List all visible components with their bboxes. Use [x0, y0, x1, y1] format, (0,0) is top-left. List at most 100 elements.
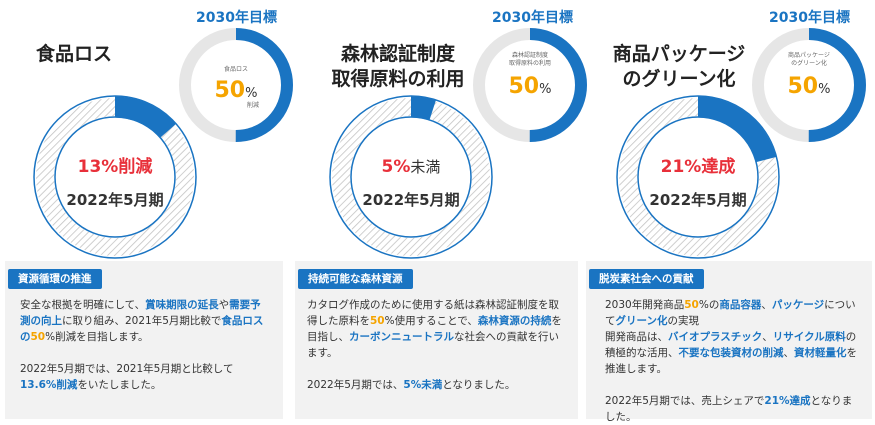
result-ring: 13%削減 2022年5月期: [33, 95, 197, 259]
highlight-text: パッケージ: [771, 299, 825, 311]
highlight-text: 賞味期限の延長: [145, 299, 219, 311]
target-caption: のグリーン化: [791, 59, 827, 67]
highlight-text: 5%未満: [403, 379, 443, 391]
period-label: 2022年5月期: [649, 191, 746, 209]
description-para: 2030年開発商品50%の商品容器、パッケージについてグリーン化の実現 開発商品は…: [605, 297, 857, 377]
section-title-line: のグリーン化: [622, 68, 736, 90]
description-para: カタログ作成のために使用する紙は森林認証制度を取得した原料を50%使用することで…: [307, 297, 565, 361]
body-text: 、: [762, 331, 773, 343]
highlight-text: 21%達成: [764, 395, 811, 407]
section-forest-certification: 森林認証制度 取得原料の利用 2030年目標 森林認証制度 取得原料の利用 50…: [292, 0, 587, 419]
target-value: 50%: [788, 74, 831, 99]
target-arc: [473, 28, 587, 142]
section-title: 食品ロス: [34, 42, 114, 67]
body-text: の実現: [667, 315, 699, 327]
target-number: 50: [215, 78, 246, 103]
result-value: 5%未満: [382, 157, 441, 177]
target-ring: 商品パッケージ のグリーン化 50%: [752, 28, 866, 142]
result-value-main: 13%削減: [78, 156, 153, 177]
highlight-text: バイオプラスチック: [668, 331, 763, 343]
period-label: 2022年5月期: [66, 191, 163, 209]
body-text: を推進します。: [605, 347, 857, 375]
section-green-packaging: 商品パッケージ のグリーン化 2030年目標 商品パッケージ のグリーン化 50…: [583, 0, 875, 423]
target-sub: 削減: [247, 101, 259, 109]
result-value-main: 5%: [382, 157, 411, 177]
result-ring: 5%未満 2022年5月期: [329, 95, 493, 259]
highlight-number: 50: [370, 315, 385, 327]
section-title-line: 取得原料の利用: [331, 68, 465, 90]
goal-label: 2030年目標: [769, 10, 850, 26]
section-title-line: 商品パッケージ: [612, 43, 746, 65]
result-value-suffix: 未満: [410, 158, 440, 176]
body-text: 開発商品は、: [605, 331, 668, 343]
highlight-text: 資材軽量化: [794, 347, 847, 359]
description-para: 2022年5月期では、5%未満となりました。: [307, 377, 565, 393]
section-tag: 資源循環の推進: [8, 269, 102, 289]
body-text: 、: [761, 299, 772, 311]
target-value: 50%: [509, 74, 552, 99]
body-text: の積極的な活用、: [605, 331, 857, 359]
result-value-main: 21%達成: [661, 156, 736, 177]
body-text: をいたしました。: [77, 379, 162, 391]
target-caption: 取得原料の利用: [509, 59, 551, 67]
body-text: な社会への貢献を行います。: [307, 331, 559, 359]
body-text: 2022年5月期では、2021年5月期と比較して: [20, 363, 234, 375]
highlight-number: 50: [684, 299, 699, 311]
highlight-text: グリーン化: [615, 315, 668, 327]
target-unit: %: [245, 86, 257, 101]
highlight-text: 商品容器: [719, 299, 762, 311]
target-unit: %: [539, 82, 551, 97]
body-text: カタログ作成のために使用する紙は森林認証制度を取得した原料を: [307, 299, 559, 327]
section-title-line: 食品ロス: [35, 43, 112, 65]
body-text: 2030年開発商品: [605, 299, 685, 311]
goal-label: 2030年目標: [492, 10, 573, 26]
body-text: について: [605, 299, 856, 327]
result-arc: [34, 96, 196, 258]
target-arc: [752, 28, 866, 142]
highlight-text: 森林資源の持続: [477, 315, 552, 327]
result-value: 13%削減: [78, 156, 153, 177]
result-arc: [330, 96, 492, 258]
description-text: 安全な根拠を明確にして、賞味期限の延長や需要予測の向上に取り組み、2021年5月…: [20, 297, 265, 393]
body-text: %削減を目指します。: [45, 331, 149, 343]
section-food-loss: 食品ロス 2030年目標 食品ロス 50% 削減 13%削減 2022年5月期 …: [0, 0, 293, 419]
section-title-line: 森林認証制度: [340, 43, 455, 65]
target-arc: [179, 28, 293, 142]
section-title: 商品パッケージ のグリーン化: [609, 42, 749, 92]
highlight-text: カーボンニュートラル: [349, 331, 454, 343]
description-text: 2030年開発商品50%の商品容器、パッケージについてグリーン化の実現 開発商品は…: [605, 297, 857, 425]
body-text: や: [218, 299, 230, 311]
highlight-text: 13.6%削減: [20, 379, 78, 391]
description-para: 2022年5月期では、2021年5月期と比較して 13.6%削減をいたしました。: [20, 361, 265, 393]
body-text: となりました。: [442, 379, 516, 391]
highlight-text: 需要予測の向上: [20, 299, 261, 327]
highlight-text: 食品ロスの: [20, 315, 264, 343]
description-para: 2022年5月期では、売上シェアで21%達成となりました。: [605, 393, 857, 425]
target-ring: 食品ロス 50% 削減: [179, 28, 293, 142]
description-para: 安全な根拠を明確にして、賞味期限の延長や需要予測の向上に取り組み、2021年5月…: [20, 297, 265, 345]
target-value: 50%: [215, 78, 258, 103]
body-text: を目指し、: [307, 315, 562, 343]
body-text: に取り組み、2021年5月期比較で: [62, 315, 222, 327]
body-text: 2022年5月期では、: [307, 379, 404, 391]
body-text: 、: [783, 347, 795, 359]
description-text: カタログ作成のために使用する紙は森林認証制度を取得した原料を50%使用することで…: [307, 297, 565, 393]
result-arc: [617, 96, 779, 258]
highlight-number: 50: [30, 331, 46, 343]
section-title: 森林認証制度 取得原料の利用: [328, 42, 468, 92]
highlight-text: リサイクル原料: [772, 331, 846, 343]
result-value: 21%達成: [661, 156, 736, 177]
target-number: 50: [788, 74, 819, 99]
target-ring: 森林認証制度 取得原料の利用 50%: [473, 28, 587, 142]
target-number: 50: [509, 74, 540, 99]
target-unit: %: [818, 82, 830, 97]
body-text: 安全な根拠を明確にして、: [20, 299, 146, 311]
target-caption: 食品ロス: [224, 65, 248, 73]
period-label: 2022年5月期: [362, 191, 459, 209]
section-tag: 脱炭素社会への貢献: [589, 269, 704, 289]
target-caption: 商品パッケージ: [788, 51, 830, 59]
body-text: %使用することで、: [384, 315, 478, 327]
highlight-text: 不要な包装資材の削減: [678, 347, 784, 359]
body-text: %の: [698, 299, 720, 311]
body-text: 2022年5月期では、売上シェアで: [605, 395, 765, 407]
